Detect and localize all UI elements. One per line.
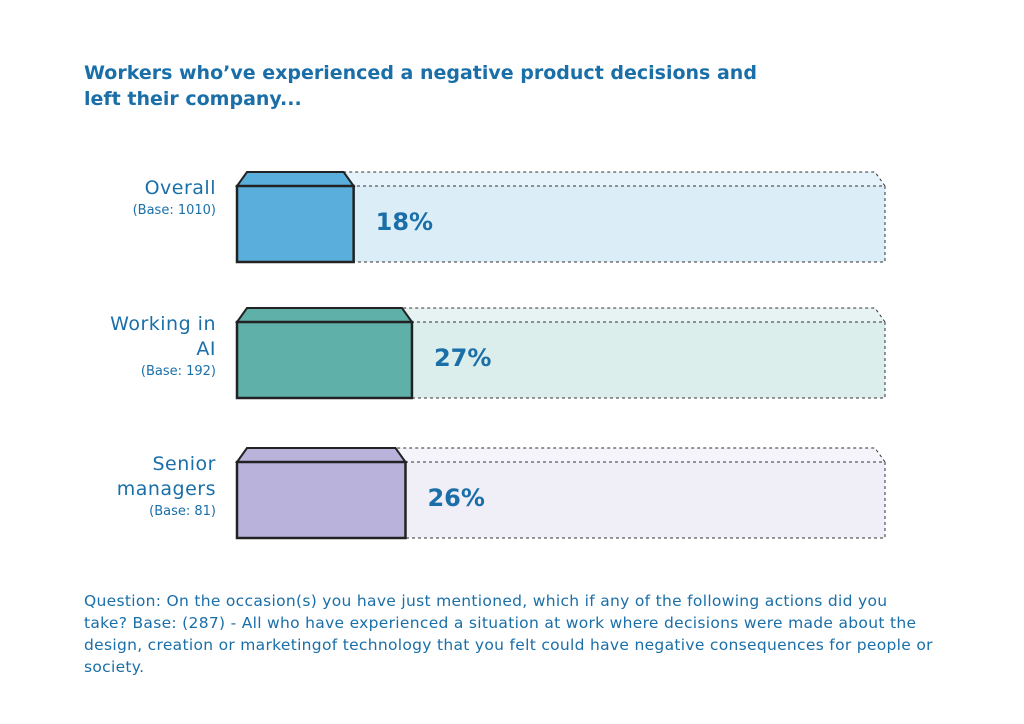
bar-top [235,171,356,187]
base-label: (Base: 81) [149,504,216,519]
bar [235,320,414,400]
category-name: Senior managers [116,453,216,500]
category-label: Senior managers (Base: 81) [90,452,216,522]
base-label: (Base: 192) [140,364,216,379]
bar-top [235,447,408,463]
value-label: 18% [375,208,434,236]
value-label: 27% [433,344,492,372]
bar-top [235,307,414,323]
category-label: Working in AI (Base: 192) [90,312,216,382]
base-label: (Base: 1010) [132,203,216,218]
footnote: Question: On the occasion(s) you have ju… [84,592,933,676]
value-label: 26% [427,484,485,512]
category-name: Working in AI [110,313,216,360]
bar [235,460,407,540]
category-label: Overall (Base: 1010) [90,176,216,221]
chart-title: Workers who’ve experienced a negative pr… [84,62,757,110]
bar [235,184,355,264]
category-name: Overall [144,177,216,199]
